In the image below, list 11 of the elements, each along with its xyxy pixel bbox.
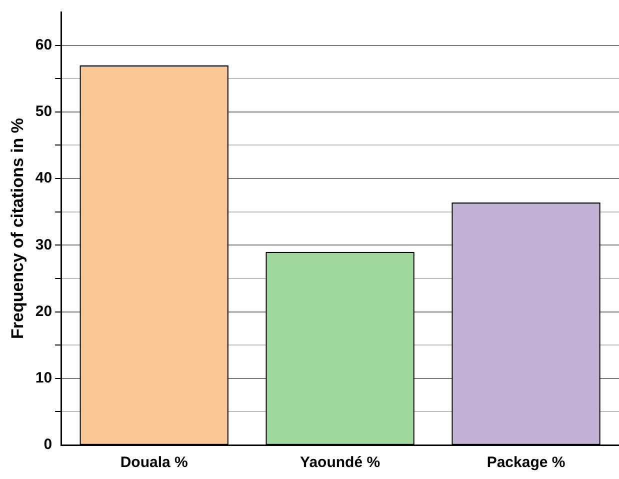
x-tick-label: Yaoundé % [300, 454, 380, 472]
y-tick-label: 30 [35, 236, 52, 254]
x-tick-label: Douala % [120, 454, 188, 472]
y-tick-label: 10 [35, 370, 52, 387]
y-tick-label: 20 [35, 302, 52, 320]
y-axis-title: Frequency of citations in % [8, 118, 27, 340]
y-tick-label: 60 [35, 36, 52, 54]
x-tick-label: Package % [486, 454, 566, 472]
y-tick-label: 50 [35, 103, 52, 120]
y-tick-label: 40 [35, 170, 52, 187]
y-tick-label: 0 [44, 436, 52, 454]
